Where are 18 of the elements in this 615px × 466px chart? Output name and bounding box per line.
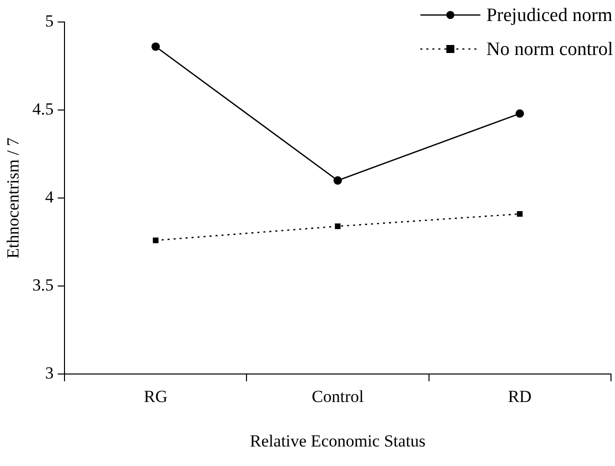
point (152, 238, 159, 244)
y-tick-label: 4 (45, 188, 54, 207)
y-tick-label: 3 (45, 364, 54, 383)
point (334, 223, 341, 230)
x-axis-title: Relative Economic Status (250, 431, 426, 450)
x-tick-label: Control (312, 386, 364, 406)
point (151, 42, 160, 51)
x-tick-label: RG (144, 386, 168, 406)
point (516, 109, 524, 118)
legend-label: No norm control (486, 38, 614, 60)
x-tick-label: RD (508, 386, 532, 406)
y-axis-title: Ethnocentrism / 7 (4, 137, 23, 259)
y-tick-label: 4.5 (32, 100, 54, 119)
y-tick-label: 5 (45, 11, 54, 30)
y-tick-label: 3.5 (32, 276, 54, 295)
point (334, 176, 342, 185)
legend-label: Prejudiced norm (486, 4, 613, 26)
point (516, 211, 523, 217)
